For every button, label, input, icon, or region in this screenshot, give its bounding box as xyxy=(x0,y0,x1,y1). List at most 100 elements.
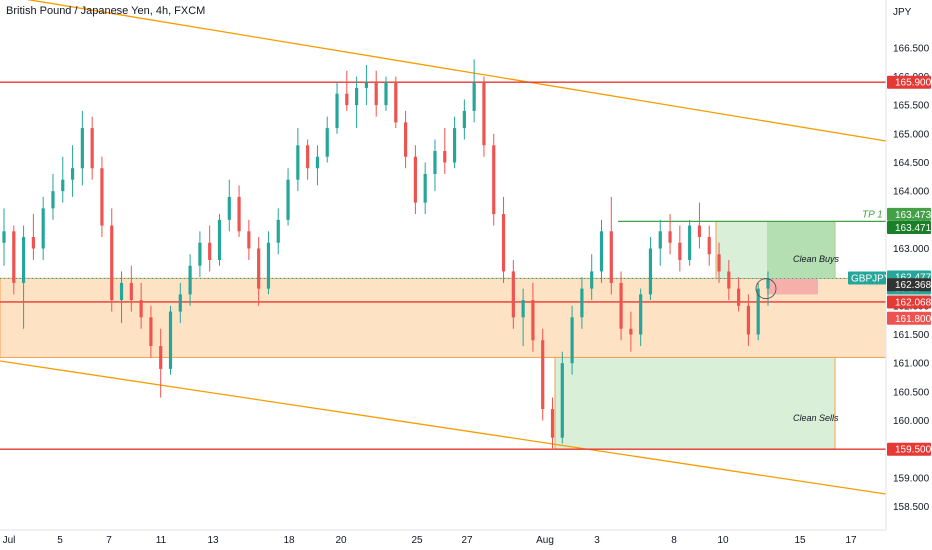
candle-body xyxy=(355,87,359,106)
candle-body xyxy=(70,168,75,180)
candle-body xyxy=(462,110,466,129)
x-tick-label: 18 xyxy=(283,535,295,546)
clean-sells-label: Clean Sells xyxy=(793,413,839,423)
candle-body xyxy=(737,288,741,306)
price-tag-159500-text: 159.500 xyxy=(895,445,932,456)
candle-body xyxy=(286,179,290,220)
candle-body xyxy=(629,328,633,335)
candle-body xyxy=(482,82,486,146)
candle-body xyxy=(188,265,192,295)
candle-body xyxy=(51,191,55,209)
x-tick-label: Aug xyxy=(536,535,554,546)
candle-body xyxy=(315,156,320,169)
symbol-tag xyxy=(848,271,886,285)
candle-body xyxy=(168,311,173,369)
x-tick-label: 20 xyxy=(335,535,347,546)
candle-body xyxy=(276,219,280,243)
candle-body xyxy=(423,173,427,203)
candle-body xyxy=(217,219,222,260)
y-tick-label: 160.000 xyxy=(893,416,930,427)
candle-body xyxy=(364,82,369,88)
candle-body xyxy=(335,93,339,129)
lower-trendline[interactable] xyxy=(0,360,887,495)
x-tick-label: 7 xyxy=(106,535,112,546)
stop-loss-box xyxy=(767,278,818,295)
candle-body xyxy=(296,145,300,180)
candles xyxy=(2,59,770,450)
chart-title: British Pound / Japanese Yen, 4h, FXCM xyxy=(6,5,206,17)
candle-body xyxy=(159,345,163,369)
candle-body xyxy=(590,271,594,289)
x-tick-label: Jul xyxy=(3,535,16,546)
x-tick-label: 10 xyxy=(717,535,729,546)
candle-body xyxy=(727,271,731,289)
candle-body xyxy=(668,231,672,243)
candle-body xyxy=(129,282,133,301)
price-tag-162068 xyxy=(887,295,931,309)
candle-body xyxy=(345,93,349,106)
y-tick-label: 164.500 xyxy=(893,158,930,169)
candle-body xyxy=(541,340,545,410)
price-tag-165900 xyxy=(887,75,931,89)
candle-body xyxy=(639,294,643,335)
candle-body xyxy=(560,363,564,438)
candle-body xyxy=(384,82,388,106)
price-tag-tp xyxy=(887,207,931,221)
candle-body xyxy=(2,231,6,243)
candle-body xyxy=(570,317,574,364)
candle-body xyxy=(511,271,515,318)
candle-body xyxy=(658,231,662,249)
candle-body xyxy=(12,231,16,283)
y-tick-label: 161.000 xyxy=(893,359,930,370)
y-tick-label: 165.000 xyxy=(893,129,930,140)
price-tag-163471-text: 163.471 xyxy=(895,223,932,234)
candle-body xyxy=(61,179,65,192)
x-tick-label: 25 xyxy=(411,535,423,546)
candle-body xyxy=(227,196,231,220)
x-tick-label: 3 xyxy=(594,535,600,546)
candle-body xyxy=(521,300,525,318)
candle-body xyxy=(501,214,506,272)
time-axis[interactable]: Jul 5 7 11 13 18 20 25 27 Aug 3 8 10 15 17 xyxy=(0,529,886,546)
price-tag-161800 xyxy=(887,311,931,325)
y-tick-label: 163.000 xyxy=(893,244,930,255)
y-tick-label: 158.500 xyxy=(893,502,930,513)
candle-body xyxy=(266,242,271,289)
candle-body xyxy=(374,82,378,106)
price-tag-162368-text: 162.368 xyxy=(895,280,932,291)
candle-body xyxy=(648,248,653,295)
price-tags: 165.900163.473163.471GBPJPY162.47725:131… xyxy=(848,75,932,456)
candle-body xyxy=(678,242,682,260)
y-tick-label: 166.500 xyxy=(893,43,930,54)
price-tag-162068-text: 162.068 xyxy=(895,297,932,308)
candle-body xyxy=(697,225,702,238)
clean-sells-box[interactable] xyxy=(554,356,836,450)
y-tick-label: 160.500 xyxy=(893,387,930,398)
candle-body xyxy=(208,242,212,260)
x-tick-label: 8 xyxy=(671,535,677,546)
x-tick-label: 5 xyxy=(57,535,63,546)
candle-body xyxy=(443,151,447,163)
candle-body xyxy=(41,208,45,249)
candle-body xyxy=(403,122,408,157)
symbol-tag-text: GBPJPY xyxy=(851,273,891,284)
candle-body xyxy=(756,288,760,335)
candle-body xyxy=(433,151,437,174)
y-tick-label: 165.500 xyxy=(893,101,930,112)
y-tick-label: 159.000 xyxy=(893,473,930,484)
candle-body xyxy=(110,225,114,301)
candle-body xyxy=(257,248,261,289)
y-tick-label: 161.500 xyxy=(893,330,930,341)
candle-body xyxy=(746,305,751,335)
price-tag-tp-text: 163.473 xyxy=(895,210,932,221)
tp-label: TP 1 xyxy=(862,209,883,220)
x-tick-label: 15 xyxy=(794,535,806,546)
candle-body xyxy=(531,300,535,341)
candle-body xyxy=(452,128,457,163)
candle-body xyxy=(394,82,398,123)
candle-body xyxy=(707,237,711,255)
upper-trendline[interactable] xyxy=(0,0,887,142)
clean-buys-target-box xyxy=(767,221,835,279)
